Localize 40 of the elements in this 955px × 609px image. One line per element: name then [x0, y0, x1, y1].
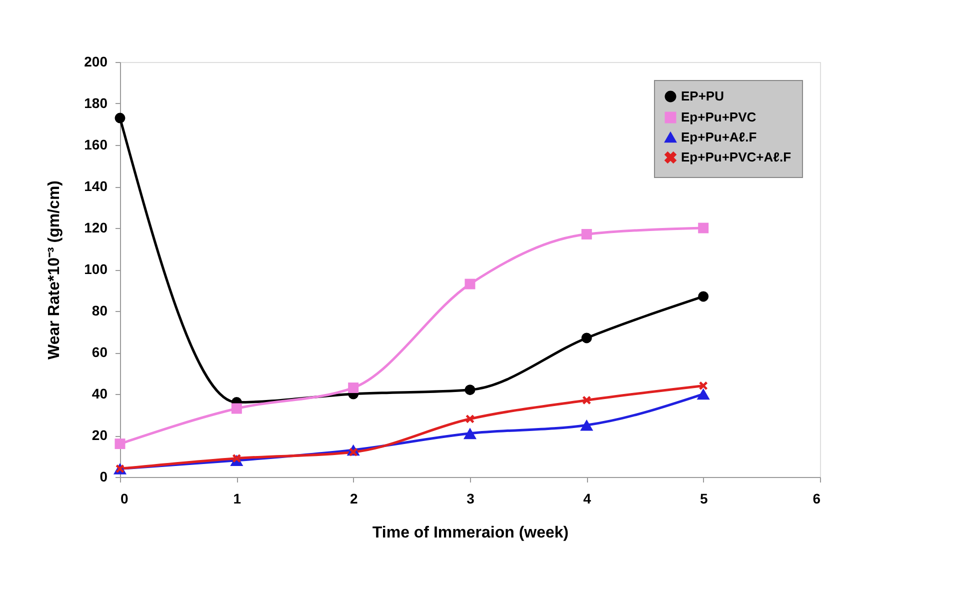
- x-tick-label: 3: [466, 490, 475, 506]
- point: [464, 278, 476, 290]
- legend-label: Ep+Pu+PVC+Aℓ.F: [681, 150, 792, 164]
- point: [582, 396, 591, 404]
- x-tick-label: 5: [700, 490, 708, 506]
- x-tick-label: 4: [583, 490, 592, 506]
- point: [696, 388, 710, 400]
- point: [231, 403, 242, 414]
- y-tick-label: 120: [84, 220, 108, 236]
- y-axis-title: Wear Rate*10⁻³ (gm/cm): [46, 180, 64, 360]
- y-tick-label: 180: [84, 95, 108, 111]
- x-tick-label: 2: [350, 490, 358, 506]
- y-tick-label: 0: [100, 468, 108, 484]
- x-tick-label: 1: [233, 490, 242, 506]
- y-tick-label: 40: [92, 386, 108, 402]
- y-tick-label: 160: [84, 136, 108, 152]
- point: [348, 382, 359, 394]
- point: [581, 228, 592, 240]
- y-tick-label: 80: [92, 302, 108, 318]
- y-tick-label: 140: [84, 178, 108, 194]
- point: [463, 428, 477, 440]
- x-tick-label: 0: [120, 490, 128, 506]
- y-tick-label: 100: [84, 261, 108, 277]
- point: [698, 222, 709, 234]
- x-tick-label: 6: [812, 490, 821, 506]
- legend-label: Ep+Pu+Aℓ.F: [681, 130, 757, 144]
- point: [114, 112, 126, 124]
- x-axis-title: Time of Immeraion (week): [372, 524, 569, 542]
- point: [581, 332, 592, 344]
- y-tick-label: 60: [92, 344, 108, 360]
- point: [464, 384, 476, 396]
- legend-label: EP+PU: [681, 88, 724, 104]
- point: [466, 414, 474, 424]
- point: [580, 419, 594, 431]
- point: [114, 438, 126, 450]
- legend-label: Ep+Pu+PVC: [681, 110, 757, 124]
- point: [699, 382, 708, 390]
- y-tick-label: 200: [84, 54, 108, 70]
- point: [698, 291, 709, 302]
- y-tick-label: 20: [92, 427, 108, 443]
